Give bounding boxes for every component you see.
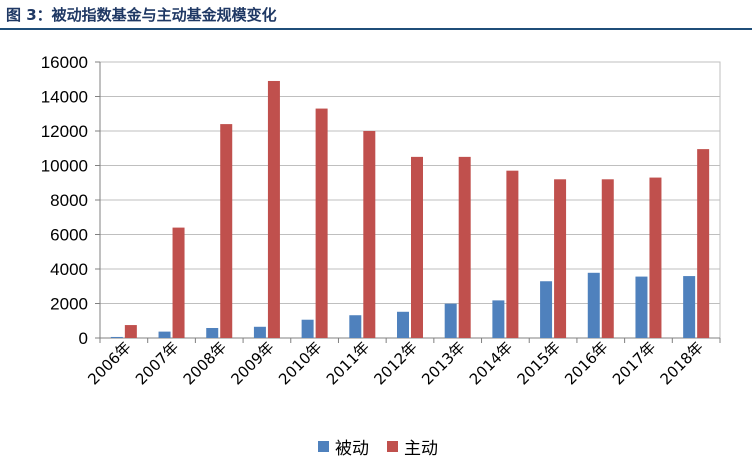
- bar-passive: [683, 276, 696, 338]
- x-tick-label: 2016年: [561, 338, 611, 388]
- legend-swatch-active: [387, 441, 398, 452]
- x-tick-label: 2006年: [84, 338, 134, 388]
- x-tick-label: 2012年: [370, 338, 420, 388]
- bar-active: [506, 170, 519, 338]
- bar-active: [411, 156, 423, 338]
- x-tick-label: 2013年: [418, 338, 468, 388]
- bar-passive: [492, 300, 505, 338]
- y-tick-label: 14000: [41, 88, 88, 107]
- bar-active: [267, 80, 280, 338]
- y-tick-label: 8000: [50, 191, 88, 210]
- y-tick-label: 0: [79, 329, 88, 348]
- bar-active: [458, 156, 471, 338]
- y-tick-label: 12000: [41, 122, 88, 141]
- bar-active: [601, 179, 614, 338]
- y-tick-label: 16000: [41, 53, 88, 72]
- legend-label-active: 主动: [404, 439, 438, 459]
- bar-passive: [349, 315, 362, 338]
- bar-active: [649, 177, 662, 338]
- bar-passive: [397, 311, 409, 338]
- x-tick-label: 2010年: [275, 338, 325, 388]
- bar-passive: [158, 331, 171, 338]
- x-tick-label: 2015年: [514, 338, 564, 388]
- chart-legend: 被动 主动: [318, 434, 456, 459]
- legend-swatch-passive: [318, 441, 329, 452]
- x-tick-label: 2009年: [227, 338, 277, 388]
- y-tick-label: 10000: [41, 157, 88, 176]
- y-tick-label: 6000: [50, 226, 88, 245]
- bar-active: [315, 108, 328, 338]
- title-divider: [0, 28, 752, 30]
- bar-passive: [444, 303, 457, 338]
- bar-active: [124, 325, 137, 338]
- legend-label-passive: 被动: [335, 439, 369, 459]
- y-tick-label: 2000: [50, 295, 88, 314]
- legend-item-passive: 被动: [318, 434, 369, 459]
- bar-passive: [540, 281, 553, 338]
- bar-active: [554, 179, 567, 338]
- x-tick-label: 2018年: [657, 338, 707, 388]
- x-tick-label: 2017年: [609, 338, 659, 388]
- x-tick-label: 2011年: [323, 338, 373, 388]
- x-tick-label: 2014年: [466, 338, 516, 388]
- bar-active: [363, 131, 376, 338]
- legend-item-active: 主动: [387, 434, 438, 459]
- bar-passive: [110, 336, 123, 338]
- x-tick-label: 2008年: [180, 338, 230, 388]
- y-tick-label: 4000: [50, 260, 88, 279]
- bar-passive: [587, 272, 600, 338]
- bar-passive: [301, 319, 314, 338]
- bar-passive: [253, 326, 266, 338]
- figure-title: 图 3：被动指数基金与主动基金规模变化: [6, 6, 277, 24]
- bar-active: [220, 124, 233, 338]
- bar-active: [697, 149, 710, 338]
- bar-passive: [635, 276, 648, 338]
- bar-passive: [206, 327, 219, 338]
- bar-active: [172, 227, 185, 338]
- x-tick-label: 2007年: [132, 338, 182, 388]
